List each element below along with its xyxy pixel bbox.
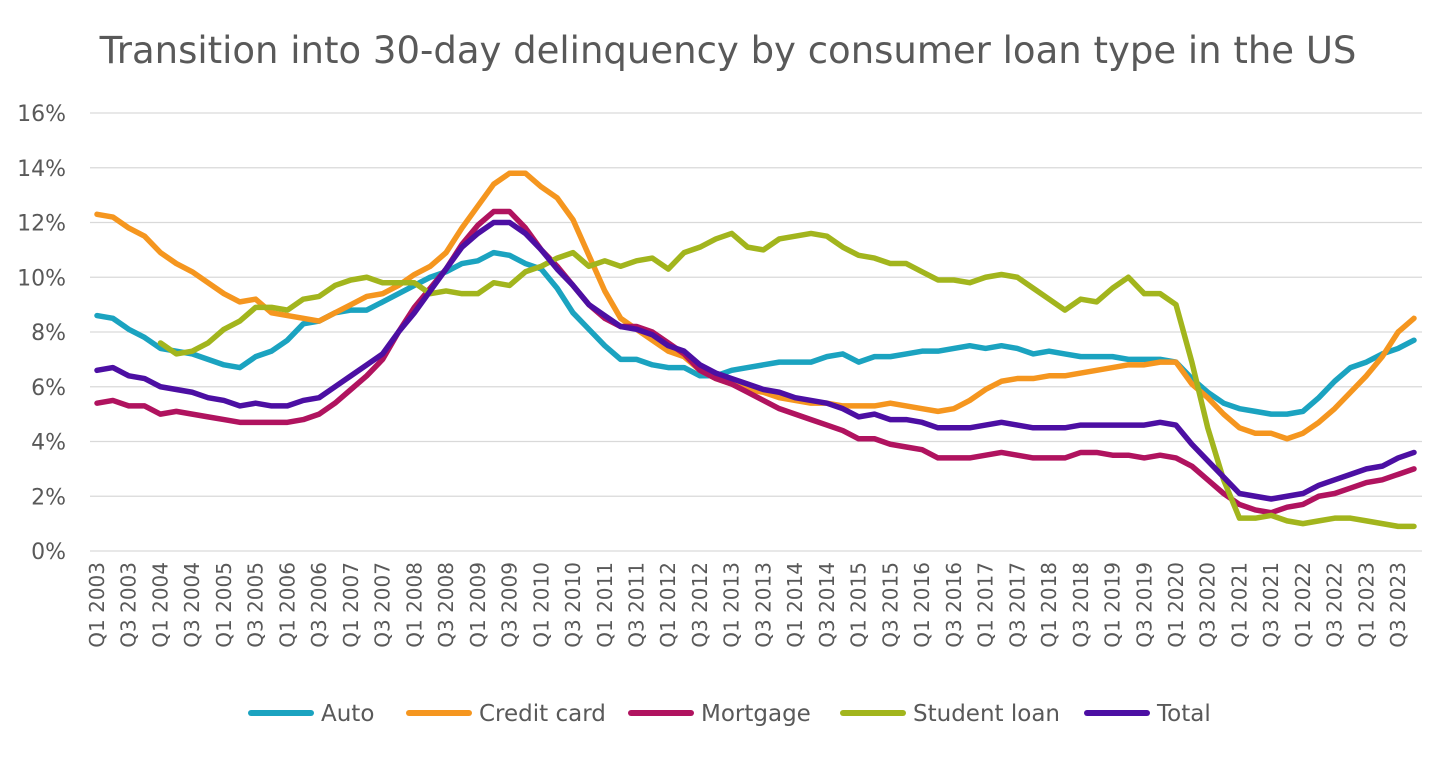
x-tick-label: Q1 2008 xyxy=(402,562,426,648)
x-tick-label: Q1 2009 xyxy=(466,562,490,648)
x-tick-label: Q1 2004 xyxy=(148,562,172,648)
x-tick-label: Q3 2023 xyxy=(1386,562,1410,648)
x-tick-label: Q1 2010 xyxy=(529,562,553,648)
legend-item-student-loan: Student loan xyxy=(840,701,1060,727)
legend-label: Total xyxy=(1156,701,1211,727)
x-tick-label: Q1 2005 xyxy=(212,562,236,648)
y-axis-tick-labels: 0% 2% 4% 6% 8% 10% 12% 14% 16% xyxy=(17,102,66,565)
x-tick-label: Q1 2022 xyxy=(1291,562,1315,648)
x-tick-label: Q1 2007 xyxy=(339,562,363,648)
legend-item-credit-card: Credit card xyxy=(406,701,606,727)
y-tick-label: 12% xyxy=(17,212,66,237)
x-tick-label: Q1 2006 xyxy=(275,562,299,648)
x-tick-label: Q3 2012 xyxy=(688,562,712,648)
chart-title: Transition into 30-day delinquency by co… xyxy=(99,29,1357,72)
x-tick-label: Q3 2003 xyxy=(117,562,141,648)
x-tick-label: Q1 2020 xyxy=(1164,562,1188,648)
x-tick-label: Q3 2021 xyxy=(1259,562,1283,648)
series-line-student-loan xyxy=(157,230,1417,530)
x-tick-label: Q1 2013 xyxy=(720,562,744,648)
y-tick-label: 8% xyxy=(31,321,66,346)
legend-label: Credit card xyxy=(479,701,606,727)
y-tick-label: 14% xyxy=(17,157,66,182)
x-tick-label: Q3 2020 xyxy=(1196,562,1220,648)
legend-label: Auto xyxy=(321,701,374,727)
legend: Auto Credit card Mortgage Student loan Total xyxy=(248,701,1211,727)
x-tick-label: Q1 2019 xyxy=(1101,562,1125,648)
x-tick-label: Q1 2021 xyxy=(1227,562,1251,648)
x-tick-label: Q3 2008 xyxy=(434,562,458,648)
x-tick-label: Q3 2011 xyxy=(624,562,648,648)
x-axis-tick-labels: Q1 2003 Q3 2003 Q1 2004 Q3 2004 Q1 2005 Q3 20… xyxy=(85,562,1410,648)
x-tick-label: Q1 2015 xyxy=(847,562,871,648)
legend-label: Mortgage xyxy=(701,701,811,727)
x-tick-label: Q1 2011 xyxy=(593,562,617,648)
x-tick-label: Q3 2019 xyxy=(1132,562,1156,648)
legend-item-auto: Auto xyxy=(248,701,374,727)
x-tick-label: Q3 2015 xyxy=(878,562,902,648)
x-tick-label: Q3 2007 xyxy=(371,562,395,648)
legend-label: Student loan xyxy=(913,701,1060,727)
x-tick-label: Q1 2016 xyxy=(910,562,934,648)
y-tick-label: 4% xyxy=(31,431,66,456)
x-tick-label: Q3 2014 xyxy=(815,562,839,648)
x-tick-label: Q1 2003 xyxy=(85,562,109,648)
x-tick-label: Q1 2023 xyxy=(1354,562,1378,648)
x-tick-label: Q1 2012 xyxy=(656,562,680,648)
x-tick-label: Q3 2018 xyxy=(1069,562,1093,648)
x-tick-label: Q1 2017 xyxy=(974,562,998,648)
x-tick-label: Q3 2013 xyxy=(751,562,775,648)
y-tick-label: 16% xyxy=(17,102,66,127)
x-tick-label: Q3 2006 xyxy=(307,562,331,648)
series-line-total xyxy=(94,219,1417,502)
y-tick-label: 6% xyxy=(31,376,66,401)
x-tick-label: Q3 2009 xyxy=(498,562,522,648)
gridlines xyxy=(90,112,1422,552)
x-tick-label: Q3 2016 xyxy=(942,562,966,648)
y-tick-label: 0% xyxy=(31,540,66,565)
x-tick-label: Q3 2017 xyxy=(1005,562,1029,648)
x-tick-label: Q3 2004 xyxy=(180,562,204,648)
legend-item-total: Total xyxy=(1084,701,1211,727)
y-tick-label: 10% xyxy=(17,266,66,291)
y-tick-label: 2% xyxy=(31,485,66,510)
series-line-credit-card xyxy=(94,170,1417,442)
legend-item-mortgage: Mortgage xyxy=(628,701,811,727)
x-tick-label: Q3 2005 xyxy=(244,562,268,648)
x-tick-label: Q1 2018 xyxy=(1037,562,1061,648)
x-tick-label: Q1 2014 xyxy=(783,562,807,648)
series-line-mortgage xyxy=(94,208,1417,516)
x-tick-label: Q3 2010 xyxy=(561,562,585,648)
series-lines xyxy=(94,170,1417,530)
x-tick-label: Q3 2022 xyxy=(1323,562,1347,648)
